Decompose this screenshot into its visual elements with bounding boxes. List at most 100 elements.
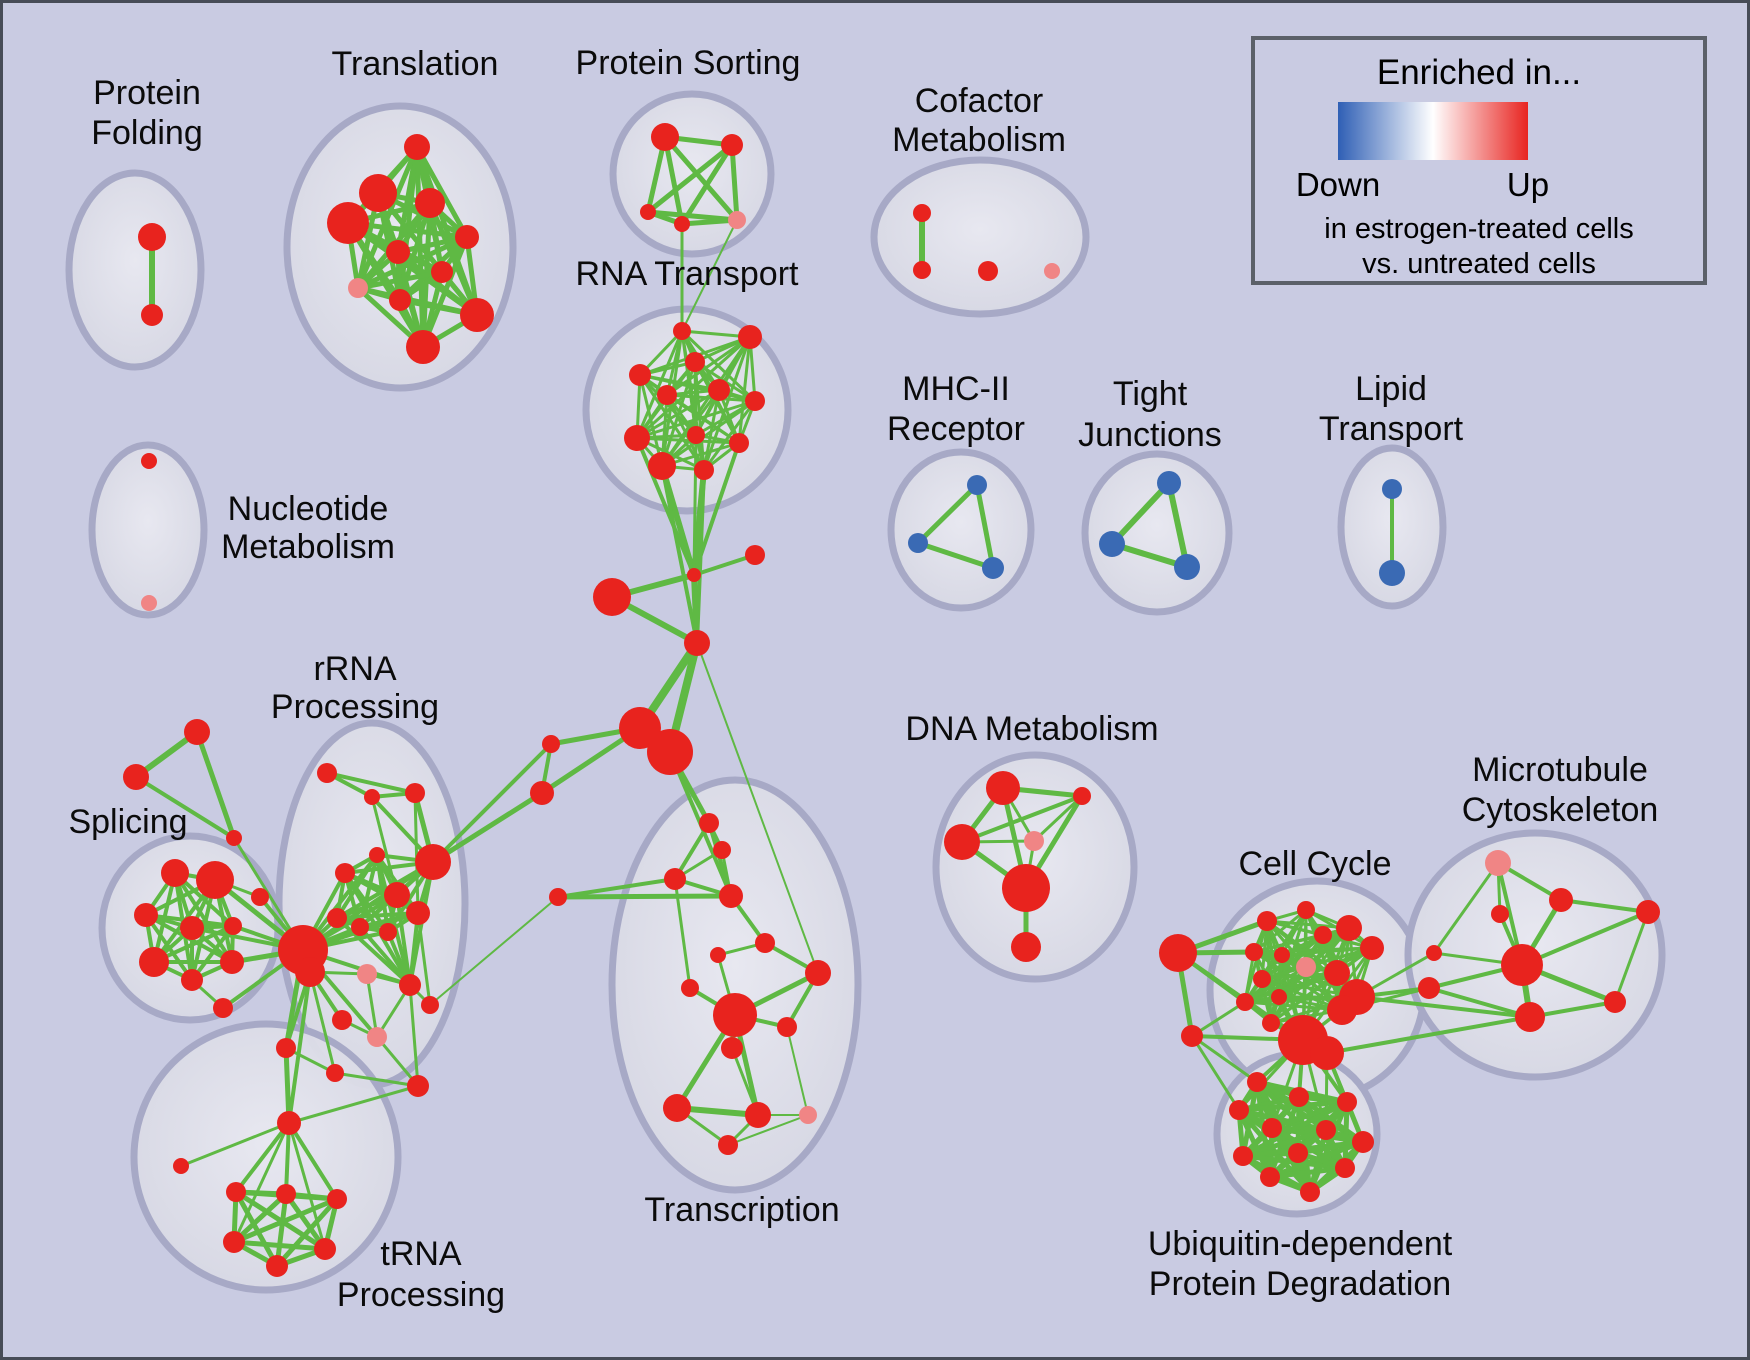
node-rt5[interactable] (657, 385, 677, 405)
node-r8[interactable] (406, 901, 430, 925)
node-cf2[interactable] (913, 261, 931, 279)
node-rt11[interactable] (648, 452, 676, 480)
node-d6[interactable] (1011, 932, 1041, 962)
node-r10[interactable] (351, 918, 369, 936)
node-m9[interactable] (1636, 900, 1660, 924)
node-tr4[interactable] (327, 202, 369, 244)
node-x15[interactable] (799, 1106, 817, 1124)
node-x8[interactable] (681, 979, 699, 997)
node-r9[interactable] (327, 908, 347, 928)
node-k11[interactable] (1236, 993, 1254, 1011)
node-cd[interactable] (684, 630, 710, 656)
node-v3[interactable] (326, 1064, 344, 1082)
node-s4[interactable] (180, 916, 204, 940)
node-e2[interactable] (647, 729, 693, 775)
node-lt1[interactable] (1382, 479, 1402, 499)
node-r6[interactable] (335, 863, 355, 883)
node-k7[interactable] (1274, 947, 1290, 963)
node-mh1[interactable] (967, 475, 987, 495)
node-u5[interactable] (327, 1189, 347, 1209)
node-mh2[interactable] (908, 533, 928, 553)
node-s10[interactable] (213, 998, 233, 1018)
node-t1[interactable] (184, 719, 210, 745)
node-k4[interactable] (1336, 915, 1362, 941)
node-u4[interactable] (276, 1184, 296, 1204)
node-x9[interactable] (805, 960, 831, 986)
node-m4[interactable] (1426, 945, 1442, 961)
node-k9[interactable] (1324, 960, 1350, 986)
node-ca[interactable] (687, 568, 701, 582)
node-r5[interactable] (384, 882, 410, 908)
node-q12[interactable] (1300, 1182, 1320, 1202)
node-r14[interactable] (332, 1010, 352, 1030)
node-q3[interactable] (1229, 1100, 1249, 1120)
node-x7[interactable] (710, 947, 726, 963)
node-d4[interactable] (1024, 831, 1044, 851)
node-ps2[interactable] (721, 134, 743, 156)
node-s7[interactable] (181, 969, 203, 991)
node-x2[interactable] (713, 841, 731, 859)
node-tr1[interactable] (404, 134, 430, 160)
node-hub2[interactable] (1310, 1036, 1344, 1070)
node-x13[interactable] (663, 1094, 691, 1122)
node-tr5[interactable] (455, 225, 479, 249)
node-cc[interactable] (593, 578, 631, 616)
node-u1[interactable] (277, 1111, 301, 1135)
node-cf4[interactable] (1044, 263, 1060, 279)
node-m2[interactable] (1549, 888, 1573, 912)
node-s5[interactable] (224, 917, 242, 935)
node-pf1[interactable] (138, 223, 166, 251)
node-rt10[interactable] (729, 433, 749, 453)
node-h2[interactable] (295, 957, 325, 987)
node-mh3[interactable] (982, 557, 1004, 579)
node-k6[interactable] (1245, 943, 1263, 961)
node-rt6[interactable] (708, 379, 730, 401)
node-t3[interactable] (226, 830, 242, 846)
node-s9[interactable] (251, 888, 269, 906)
node-cb[interactable] (745, 545, 765, 565)
node-q9[interactable] (1352, 1131, 1374, 1153)
node-x10[interactable] (713, 993, 757, 1037)
node-s6[interactable] (139, 947, 169, 977)
node-cf1[interactable] (913, 204, 931, 222)
node-tr8[interactable] (348, 278, 368, 298)
node-rt8[interactable] (624, 425, 650, 451)
node-k3[interactable] (1314, 926, 1332, 944)
node-x1[interactable] (699, 813, 719, 833)
node-m3[interactable] (1491, 905, 1509, 923)
node-ps3[interactable] (640, 204, 656, 220)
node-k0[interactable] (1159, 934, 1197, 972)
node-s3[interactable] (134, 903, 158, 927)
node-tr2[interactable] (359, 174, 397, 212)
node-m8[interactable] (1604, 991, 1626, 1013)
node-rt4[interactable] (629, 364, 651, 386)
node-q11[interactable] (1260, 1167, 1280, 1187)
node-rt7[interactable] (745, 391, 765, 411)
node-k5[interactable] (1360, 936, 1384, 960)
node-k1[interactable] (1257, 911, 1277, 931)
node-u2[interactable] (173, 1158, 189, 1174)
node-m7[interactable] (1515, 1002, 1545, 1032)
node-u6[interactable] (223, 1231, 245, 1253)
node-q2[interactable] (1289, 1087, 1309, 1107)
node-s1[interactable] (161, 859, 189, 887)
node-k10[interactable] (1253, 970, 1271, 988)
node-rt2[interactable] (738, 325, 762, 349)
node-q5[interactable] (1262, 1118, 1282, 1138)
node-q6[interactable] (1316, 1120, 1336, 1140)
node-tr9[interactable] (389, 289, 411, 311)
node-k0b[interactable] (1181, 1025, 1203, 1047)
node-d5[interactable] (1002, 864, 1050, 912)
node-k15[interactable] (1327, 995, 1357, 1025)
node-q4[interactable] (1337, 1092, 1357, 1112)
node-q8[interactable] (1288, 1143, 1308, 1163)
node-r13[interactable] (399, 974, 421, 996)
node-rt9[interactable] (687, 426, 705, 444)
node-x11[interactable] (777, 1017, 797, 1037)
node-m5[interactable] (1418, 977, 1440, 999)
node-e1[interactable] (619, 707, 661, 749)
node-ps1[interactable] (651, 123, 679, 151)
node-m6[interactable] (1501, 944, 1543, 986)
node-x4[interactable] (719, 884, 743, 908)
node-tr11[interactable] (406, 330, 440, 364)
